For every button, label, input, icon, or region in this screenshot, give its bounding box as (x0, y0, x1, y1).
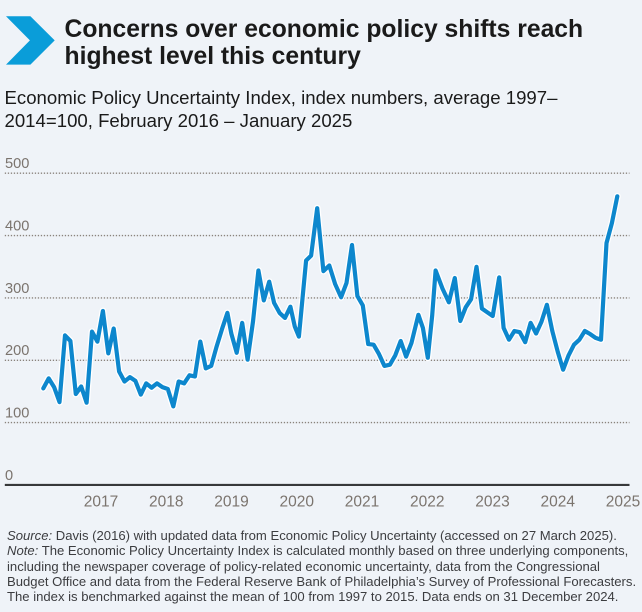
svg-text:2024: 2024 (541, 494, 576, 511)
svg-text:100: 100 (5, 405, 29, 421)
svg-text:2019: 2019 (214, 494, 248, 511)
svg-text:2022: 2022 (410, 494, 444, 511)
svg-text:500: 500 (5, 156, 29, 172)
svg-text:2018: 2018 (149, 494, 183, 511)
svg-text:0: 0 (5, 468, 13, 484)
svg-text:400: 400 (5, 218, 29, 234)
svg-text:200: 200 (5, 343, 29, 359)
svg-text:2025: 2025 (606, 494, 640, 511)
svg-text:300: 300 (5, 281, 29, 297)
svg-text:2020: 2020 (280, 494, 315, 511)
svg-text:2017: 2017 (84, 494, 118, 511)
svg-text:2023: 2023 (475, 494, 509, 511)
svg-text:2021: 2021 (345, 494, 379, 511)
